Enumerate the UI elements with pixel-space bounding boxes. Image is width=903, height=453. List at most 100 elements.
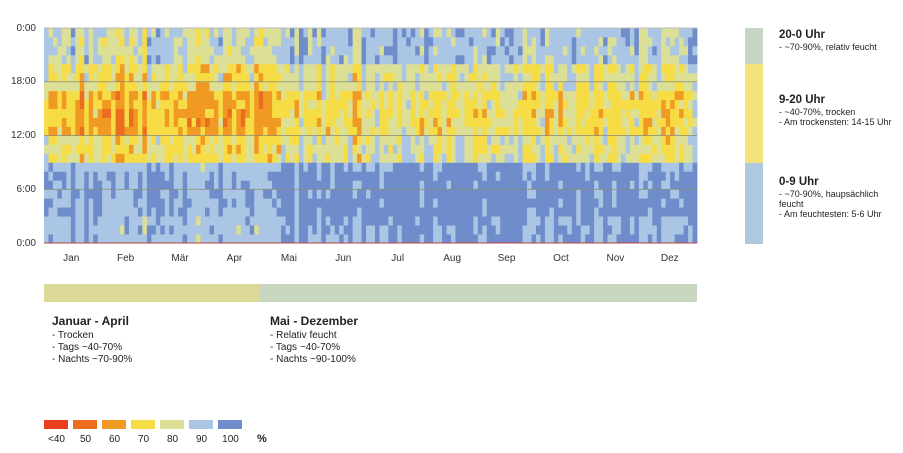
heatmap-cell	[44, 171, 49, 181]
heatmap-cell	[102, 171, 108, 181]
heatmap-cell	[240, 81, 246, 92]
heatmap-cell	[661, 225, 667, 235]
heatmap-cell	[410, 117, 416, 127]
heatmap-cell	[106, 180, 112, 190]
heatmap-cell	[93, 171, 99, 181]
heatmap-cell	[562, 207, 568, 217]
heatmap-cell	[392, 207, 398, 217]
heatmap-cell	[477, 90, 483, 101]
heatmap-cell	[70, 162, 76, 172]
heatmap-cell	[383, 135, 389, 145]
heatmap-cell	[361, 234, 367, 244]
legend-label: <40	[48, 434, 65, 445]
heatmap-cell	[576, 234, 582, 244]
heatmap-cell	[227, 216, 233, 226]
heatmap-cell	[500, 225, 506, 235]
heatmap-cell	[518, 90, 523, 101]
heatmap-cell	[285, 54, 291, 65]
heatmap-cell	[366, 117, 371, 127]
heatmap-cell	[70, 135, 76, 145]
heatmap-cell	[352, 198, 358, 208]
heatmap-cell	[343, 234, 349, 244]
heatmap-cell	[307, 28, 313, 38]
heatmap-cell	[437, 81, 443, 92]
heatmap-cell	[580, 90, 586, 101]
heatmap-cell	[535, 36, 541, 47]
heatmap-cell	[652, 36, 658, 47]
heatmap-cell	[249, 225, 255, 235]
heatmap-cell	[312, 45, 318, 56]
heatmap-cell	[160, 99, 166, 110]
heatmap-cell	[679, 28, 684, 38]
heatmap-cell	[692, 234, 698, 244]
heatmap-cell	[549, 135, 555, 145]
heatmap-cell	[379, 216, 385, 226]
heatmap-cell	[258, 207, 264, 217]
heatmap-cell	[307, 126, 313, 136]
heatmap-cell	[576, 189, 582, 199]
heatmap-cell	[473, 36, 479, 47]
heatmap-cell	[495, 63, 501, 74]
heatmap-cell	[540, 28, 546, 38]
heatmap-cell	[518, 189, 523, 199]
heatmap-cell	[620, 225, 626, 235]
heatmap-cell	[397, 162, 403, 172]
heatmap-cell	[661, 180, 667, 190]
heatmap-cell	[281, 171, 286, 181]
heatmap-cell	[670, 180, 676, 190]
heatmap-cell	[366, 108, 371, 118]
heatmap-cell	[66, 54, 72, 65]
heatmap-cell	[267, 108, 273, 118]
heatmap-cell	[213, 63, 219, 74]
heatmap-cell	[128, 162, 134, 172]
heatmap-cell	[133, 126, 139, 136]
heatmap-cell	[209, 135, 215, 145]
heatmap-cell	[446, 216, 452, 226]
heatmap-cell	[629, 189, 635, 199]
heatmap-cell	[196, 216, 201, 226]
heatmap-cell	[459, 63, 465, 74]
heatmap-cell	[258, 63, 264, 74]
heatmap-cell	[48, 126, 54, 136]
heatmap-cell	[603, 108, 608, 118]
heatmap-cell	[598, 135, 604, 145]
heatmap-cell	[294, 234, 300, 244]
heatmap-cell	[70, 153, 76, 163]
heatmap-cell	[66, 108, 72, 118]
heatmap-cell	[594, 162, 599, 172]
heatmap-cell	[625, 225, 631, 235]
heatmap-cell	[281, 144, 286, 154]
heatmap-cell	[169, 225, 175, 235]
heatmap-cell	[128, 135, 134, 145]
heatmap-cell	[200, 144, 206, 154]
heatmap-cell	[182, 28, 188, 38]
heatmap-cell	[66, 234, 72, 244]
heatmap-cell	[585, 36, 591, 47]
heatmap-cell	[249, 63, 255, 74]
heatmap-cell	[553, 180, 559, 190]
heatmap-cell	[57, 117, 63, 127]
heatmap-cell	[164, 72, 170, 83]
heatmap-cell	[455, 144, 461, 154]
heatmap-cell	[446, 90, 452, 101]
heatmap-cell	[298, 45, 304, 56]
heatmap-cell	[267, 162, 273, 172]
heatmap-cell	[495, 180, 501, 190]
heatmap-cell	[442, 225, 447, 235]
heatmap-cell	[44, 162, 49, 172]
heatmap-cell	[379, 126, 385, 136]
heatmap-cell	[638, 144, 644, 154]
heatmap-cell	[629, 198, 635, 208]
heatmap-cell	[231, 234, 237, 244]
heatmap-cell	[571, 126, 577, 136]
heatmap-cell	[160, 36, 166, 47]
heatmap-cell	[451, 225, 456, 235]
heatmap-cell	[289, 153, 295, 163]
heatmap-cell	[683, 126, 689, 136]
heatmap-cell	[312, 216, 318, 226]
heatmap-cell	[674, 45, 680, 56]
heatmap-cell	[120, 108, 125, 118]
heatmap-cell	[638, 216, 644, 226]
heatmap-cell	[692, 162, 698, 172]
heatmap-cell	[133, 81, 139, 92]
